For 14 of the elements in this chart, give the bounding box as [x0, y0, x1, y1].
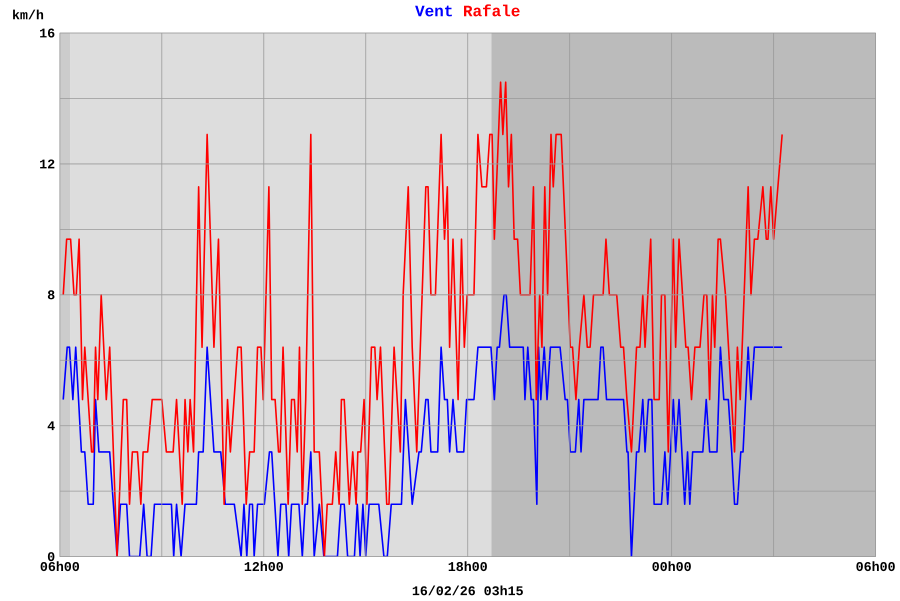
y-tick-label: 4 [48, 421, 55, 430]
y-axis-title: km/h [13, 9, 44, 20]
x-tick-label: 18h00 [448, 561, 487, 571]
text: Vent [415, 5, 452, 16]
y-tick-label: 12 [40, 159, 54, 168]
x-tick-label: 00h00 [652, 561, 691, 571]
x-tick-label: 06h00 [40, 561, 80, 571]
y-tick-label: 16 [40, 28, 54, 38]
y-tick-label: 8 [48, 290, 54, 300]
y-tick-label: 0 [48, 552, 54, 561]
x-tick-label: 06h00 [856, 561, 895, 571]
x-axis-title: 16/02/26 03h15 [412, 585, 523, 596]
text: Rafale [464, 4, 520, 16]
x-tick-label: 12h00 [244, 561, 283, 571]
